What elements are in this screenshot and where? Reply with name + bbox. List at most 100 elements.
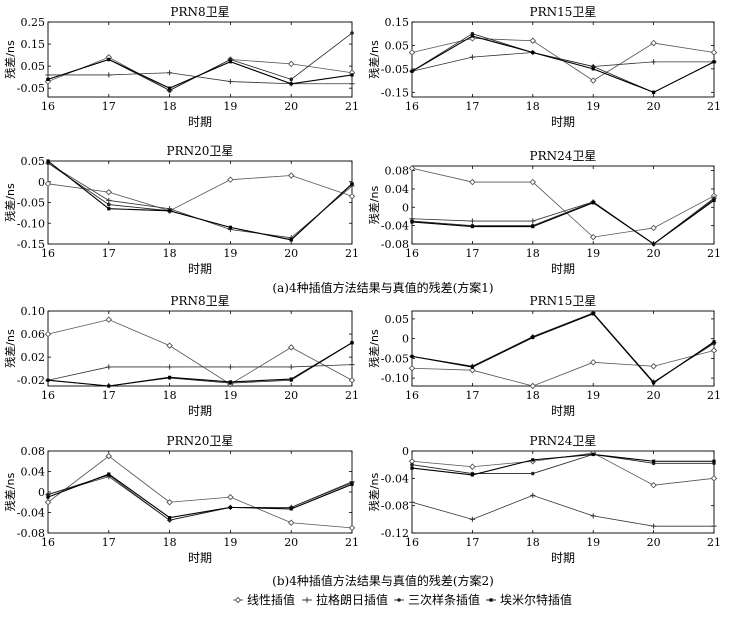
data-point bbox=[107, 472, 111, 476]
y-axis-label: 残差/ns bbox=[3, 40, 17, 79]
y-axis-label: 残差/ns bbox=[367, 329, 381, 368]
series-2 bbox=[45, 474, 355, 523]
x-axis-label: 时期 bbox=[551, 551, 575, 565]
x-tick-label: 21 bbox=[707, 247, 721, 260]
series-line bbox=[411, 350, 715, 387]
series-4 bbox=[46, 472, 354, 520]
data-point bbox=[469, 516, 475, 522]
data-point bbox=[529, 37, 537, 44]
data-point bbox=[44, 180, 52, 188]
data-point bbox=[410, 220, 414, 224]
series-line bbox=[411, 52, 714, 72]
data-point bbox=[650, 39, 657, 47]
y-tick-label: 0.25 bbox=[21, 16, 46, 29]
data-point bbox=[410, 466, 414, 470]
legend-label: 埃米尔特插值 bbox=[500, 592, 572, 607]
x-tick-label: 19 bbox=[586, 389, 600, 402]
x-tick-label: 16 bbox=[41, 100, 55, 113]
series-line bbox=[47, 162, 353, 241]
plot-frame bbox=[47, 160, 353, 245]
data-point bbox=[591, 67, 595, 71]
x-tick-label: 18 bbox=[163, 536, 177, 549]
data-point bbox=[650, 363, 657, 370]
series-line bbox=[411, 454, 714, 474]
legend-item-1: 线性插值 bbox=[233, 592, 295, 607]
x-tick-label: 20 bbox=[284, 389, 298, 402]
data-point bbox=[531, 458, 535, 462]
data-point bbox=[712, 459, 716, 463]
y-tick-label: -0.04 bbox=[17, 507, 45, 520]
series-line bbox=[48, 72, 352, 85]
y-axis-label: 残差/ns bbox=[367, 473, 381, 512]
x-tick-label: 18 bbox=[163, 389, 177, 402]
x-tick-label: 19 bbox=[586, 247, 600, 260]
series-2 bbox=[409, 49, 717, 74]
data-point bbox=[105, 316, 113, 323]
y-tick-label: -0.05 bbox=[17, 82, 45, 95]
legend-label: 三次样条插值 bbox=[408, 592, 480, 607]
data-point bbox=[228, 380, 232, 384]
x-tick-label: 19 bbox=[586, 536, 600, 549]
series-line bbox=[47, 175, 353, 212]
data-point bbox=[652, 381, 656, 385]
data-point bbox=[289, 507, 293, 511]
data-point bbox=[530, 218, 536, 224]
x-tick-label: 20 bbox=[284, 247, 298, 260]
data-point bbox=[44, 330, 52, 338]
x-tick-label: 18 bbox=[163, 247, 177, 260]
x-tick-label: 20 bbox=[284, 100, 298, 113]
y-tick-label: 0 bbox=[402, 445, 409, 458]
data-point bbox=[349, 81, 355, 87]
series-line bbox=[47, 474, 353, 521]
data-point bbox=[349, 362, 355, 368]
x-tick-label: 20 bbox=[647, 389, 661, 402]
caption-b: (b)4种插值方法结果与真值的残差(方案2) bbox=[272, 573, 494, 588]
x-axis-label: 时期 bbox=[551, 115, 575, 129]
data-point bbox=[227, 364, 233, 370]
data-point bbox=[410, 354, 414, 358]
data-point bbox=[410, 69, 414, 73]
x-tick-label: 18 bbox=[526, 100, 540, 113]
x-tick-label: 17 bbox=[465, 536, 479, 549]
x-tick-label: 20 bbox=[284, 536, 298, 549]
data-point bbox=[45, 72, 51, 78]
data-point bbox=[289, 238, 293, 242]
x-tick-label: 21 bbox=[345, 536, 359, 549]
data-point bbox=[469, 54, 475, 60]
x-tick-label: 18 bbox=[526, 389, 540, 402]
y-tick-label: 0.08 bbox=[385, 165, 410, 178]
series-2 bbox=[409, 492, 717, 529]
chart-title: PRN15卫星 bbox=[530, 5, 597, 19]
data-point bbox=[591, 201, 595, 205]
x-tick-label: 20 bbox=[647, 100, 661, 113]
x-tick-label: 19 bbox=[223, 247, 237, 260]
y-tick-label: -0.02 bbox=[17, 374, 45, 387]
series-4 bbox=[46, 159, 354, 242]
series-4 bbox=[410, 452, 716, 477]
series-1 bbox=[408, 449, 718, 489]
x-tick-label: 16 bbox=[41, 536, 55, 549]
legend-item-4: 埃米尔特插值 bbox=[486, 592, 572, 607]
plot-frame bbox=[411, 165, 715, 245]
series-3 bbox=[410, 31, 716, 95]
data-point bbox=[591, 312, 595, 316]
x-axis-label: 时期 bbox=[551, 404, 575, 418]
x-tick-label: 17 bbox=[465, 389, 479, 402]
x-tick-label: 17 bbox=[102, 247, 116, 260]
series-line bbox=[411, 452, 715, 486]
x-axis-label: 时期 bbox=[551, 262, 575, 276]
data-point bbox=[167, 70, 173, 76]
data-point bbox=[469, 366, 476, 374]
data-point bbox=[168, 209, 172, 213]
y-axis-label: 残差/ns bbox=[3, 183, 17, 222]
x-tick-label: 17 bbox=[465, 100, 479, 113]
data-point bbox=[44, 499, 52, 506]
series-1 bbox=[408, 165, 718, 241]
data-point bbox=[348, 193, 356, 200]
y-tick-label: -0.05 bbox=[17, 197, 45, 210]
series-line bbox=[411, 35, 715, 93]
series-line bbox=[411, 494, 714, 527]
series-line bbox=[47, 342, 353, 387]
data-point bbox=[590, 513, 596, 519]
